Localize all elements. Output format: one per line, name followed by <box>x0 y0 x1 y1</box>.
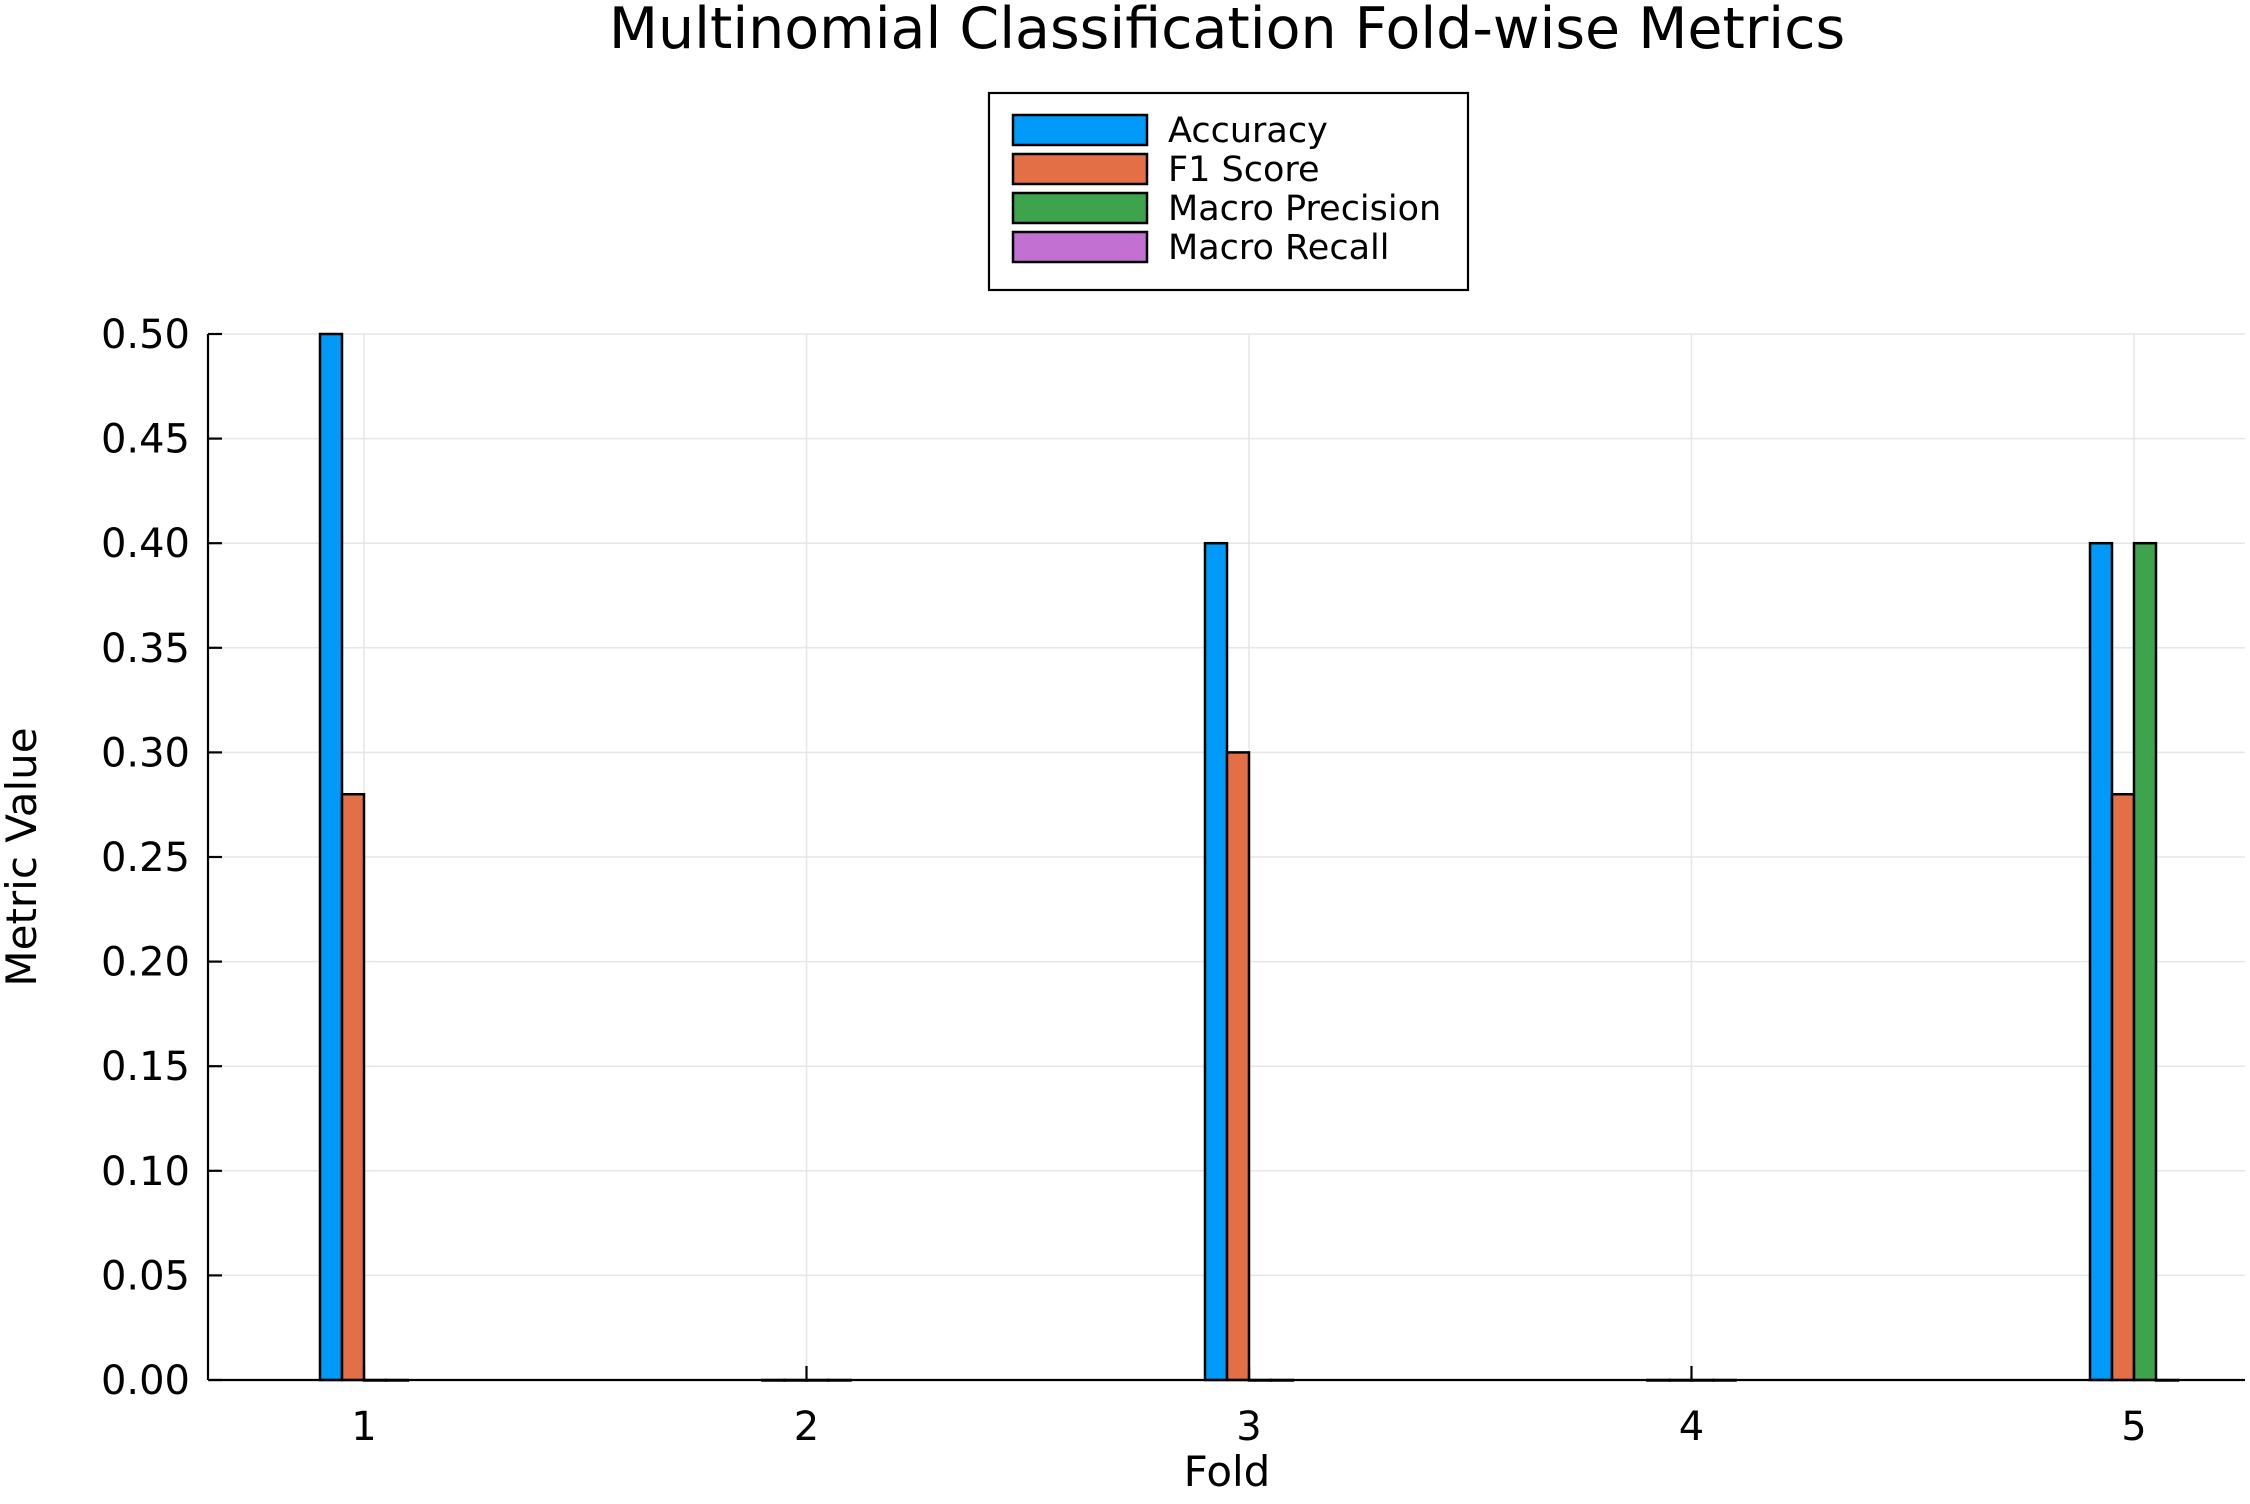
legend-swatch <box>1011 230 1149 264</box>
y-tick-label: 0.40 <box>101 521 190 567</box>
y-tick-label: 0.00 <box>101 1358 190 1404</box>
y-tick-label: 0.10 <box>101 1149 190 1195</box>
x-tick-label: 5 <box>2121 1404 2146 1450</box>
x-tick-label: 1 <box>351 1404 376 1450</box>
legend-swatch <box>1011 152 1149 186</box>
bar-accuracy-fold-1 <box>318 332 344 1382</box>
y-tick-label: 0.35 <box>101 626 190 672</box>
x-tick-label: 3 <box>1236 1404 1261 1450</box>
x-tick-label: 2 <box>794 1404 819 1450</box>
bar-f1-score-fold-5 <box>2110 792 2136 1382</box>
bar-macro-precision-fold-5 <box>2132 541 2158 1382</box>
legend-label: Macro Recall <box>1168 228 1389 268</box>
y-tick-label: 0.50 <box>101 312 190 358</box>
legend-label: Accuracy <box>1168 111 1328 151</box>
y-tick-label: 0.45 <box>101 417 190 463</box>
ticks: 0.00 0.05 0.10 0.15 0.20 0.25 0.30 0.35 0.40 0.45… <box>101 312 2147 1450</box>
x-axis-label: Fold <box>1184 1447 1271 1496</box>
y-tick-label: 0.20 <box>101 940 190 986</box>
bar-f1-score-fold-3 <box>1225 751 1251 1382</box>
x-tick-label: 4 <box>1679 1404 1704 1450</box>
chart-title: Multinomial Classification Fold-wise Met… <box>609 0 1845 62</box>
y-axis-label: Metric Value <box>0 727 46 986</box>
bars <box>318 332 2180 1382</box>
y-tick-label: 0.05 <box>101 1253 190 1299</box>
y-tick-label: 0.25 <box>101 835 190 881</box>
bar-accuracy-fold-5 <box>2088 541 2114 1382</box>
legend-swatch <box>1011 113 1149 147</box>
y-tick-label: 0.30 <box>101 730 190 776</box>
legend-label: F1 Score <box>1168 150 1320 190</box>
bar-accuracy-fold-3 <box>1203 541 1229 1382</box>
legend-swatch <box>1011 191 1149 225</box>
legend-label: Macro Precision <box>1168 189 1441 229</box>
y-tick-label: 0.15 <box>101 1044 190 1090</box>
bar-f1-score-fold-1 <box>340 792 366 1382</box>
